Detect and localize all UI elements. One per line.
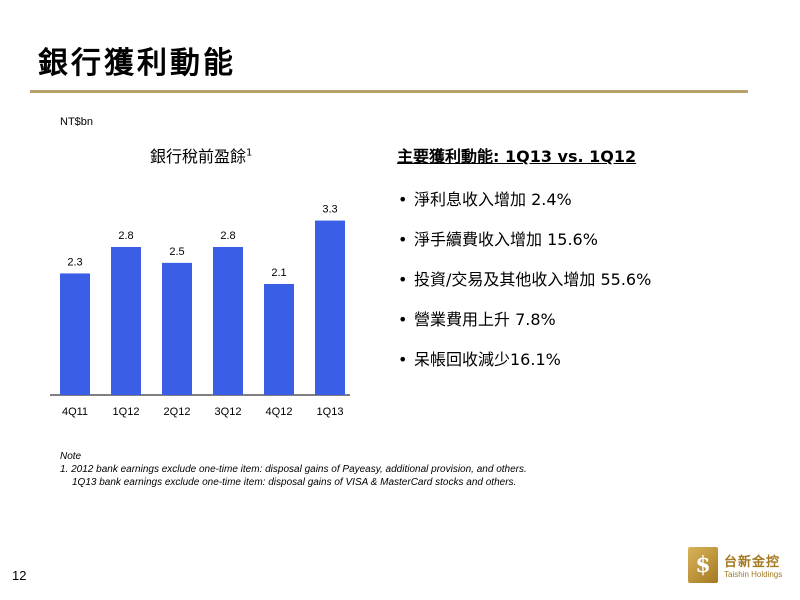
logo-name-en: Taishin Holdings bbox=[724, 570, 783, 579]
data-label-1Q12: 2.8 bbox=[118, 230, 133, 242]
drivers-list: • 淨利息收入增加 2.4% • 淨手續費收入增加 15.6% • 投資/交易及其他收… bbox=[398, 190, 651, 390]
drivers-title: 主要獲利動能: 1Q13 vs. 1Q12 bbox=[397, 147, 637, 166]
logo-text: 台新金控 Taishin Holdings bbox=[724, 551, 782, 579]
page-title: 銀行獲利動能 bbox=[38, 46, 236, 81]
list-item: • 投資/交易及其他收入增加 55.6% bbox=[398, 270, 651, 310]
driver-text: 呆帳回收減少16.1% bbox=[414, 350, 561, 369]
list-item: • 淨手續費收入增加 15.6% bbox=[398, 230, 651, 270]
list-item: • 呆帳回收減少16.1% bbox=[398, 350, 651, 390]
page-number: 12 bbox=[12, 568, 27, 583]
data-label-4Q12: 2.1 bbox=[271, 267, 286, 279]
footnote: Note 1. 2012 bank earnings exclude one-t… bbox=[60, 450, 527, 489]
driver-text: 淨利息收入增加 2.4% bbox=[414, 190, 572, 209]
x-tick-label-1Q13: 1Q13 bbox=[317, 406, 344, 418]
list-item: • 淨利息收入增加 2.4% bbox=[398, 190, 651, 230]
bullet-dot: • bbox=[398, 190, 408, 209]
title-divider bbox=[30, 90, 748, 93]
data-label-4Q11: 2.3 bbox=[67, 256, 82, 268]
chart-title: 銀行稅前盈餘1 bbox=[150, 143, 252, 167]
bar-chart: 2.3 4Q11 2.8 1Q12 2.5 2Q12 2.8 3Q12 2.1 4Q12 3.3 1Q… bbox=[50, 204, 350, 418]
x-tick-label-3Q12: 3Q12 bbox=[215, 406, 242, 418]
unit-label: NT$bn bbox=[60, 116, 94, 128]
x-tick-label-1Q12: 1Q12 bbox=[113, 406, 140, 418]
data-label-2Q12: 2.5 bbox=[169, 246, 184, 258]
bar-4Q11 bbox=[60, 273, 90, 395]
bar-4Q12 bbox=[264, 284, 294, 395]
data-label-3Q12: 2.8 bbox=[220, 230, 235, 242]
bar-1Q13 bbox=[315, 220, 345, 395]
logo-mark-icon: $ bbox=[688, 547, 718, 583]
data-label-1Q13: 3.3 bbox=[322, 204, 337, 216]
bar-2Q12 bbox=[162, 262, 192, 395]
company-logo: $ 台新金控 Taishin Holdings bbox=[688, 547, 782, 583]
logo-name: 台新金控 bbox=[724, 555, 781, 570]
x-tick-label-2Q12: 2Q12 bbox=[164, 406, 191, 418]
note-line: 1Q13 bank earnings exclude one-time item… bbox=[72, 477, 517, 488]
driver-text: 營業費用上升 7.8% bbox=[414, 310, 556, 329]
bar-1Q12 bbox=[111, 247, 141, 395]
driver-text: 淨手續費收入增加 15.6% bbox=[414, 230, 598, 249]
driver-text: 投資/交易及其他收入增加 55.6% bbox=[414, 270, 652, 289]
x-tick-label-4Q12: 4Q12 bbox=[266, 406, 293, 418]
bar-3Q12 bbox=[213, 247, 243, 395]
bullet-dot: • bbox=[398, 350, 408, 369]
chart-title-footnote: 1 bbox=[246, 147, 253, 159]
x-tick-label-4Q11: 4Q11 bbox=[62, 406, 88, 418]
bullet-dot: • bbox=[398, 230, 408, 249]
bullet-dot: • bbox=[398, 270, 408, 289]
note-line: 1. 2012 bank earnings exclude one-time i… bbox=[60, 464, 527, 475]
note-heading: Note bbox=[60, 451, 82, 462]
list-item: • 營業費用上升 7.8% bbox=[398, 310, 651, 350]
bullet-dot: • bbox=[398, 310, 408, 329]
chart-title-text: 銀行稅前盈餘 bbox=[150, 147, 247, 166]
